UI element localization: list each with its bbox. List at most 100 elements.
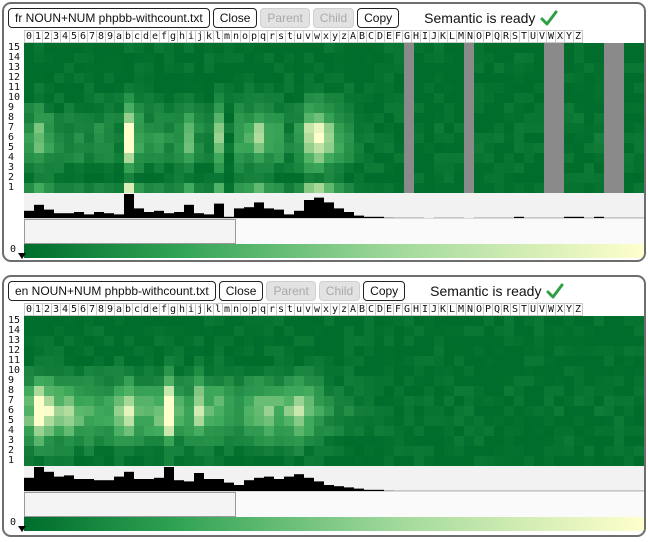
heatmap-cell[interactable] — [424, 396, 434, 406]
heatmap-cell[interactable] — [334, 113, 344, 123]
heatmap-cell[interactable] — [424, 386, 434, 396]
heatmap-cell[interactable] — [394, 133, 404, 143]
heatmap-cell[interactable] — [44, 386, 54, 396]
heatmap-cell[interactable] — [544, 396, 554, 406]
heatmap-cell[interactable] — [434, 43, 444, 53]
heatmap-cell[interactable] — [204, 63, 214, 73]
heatmap-cell[interactable] — [444, 436, 454, 446]
heatmap-cell[interactable] — [444, 173, 454, 183]
heatmap-cell[interactable] — [424, 376, 434, 386]
heatmap-cell[interactable] — [344, 113, 354, 123]
heatmap-cell[interactable] — [244, 336, 254, 346]
heatmap-cell[interactable] — [24, 326, 34, 336]
heatmap-cell[interactable] — [44, 426, 54, 436]
heatmap-cell[interactable] — [254, 63, 264, 73]
heatmap-cell[interactable] — [384, 163, 394, 173]
heatmap-cell[interactable] — [134, 173, 144, 183]
heatmap-cell[interactable] — [134, 436, 144, 446]
heatmap-cell[interactable] — [124, 93, 134, 103]
heatmap-cell[interactable] — [324, 63, 334, 73]
heatmap-cell[interactable] — [164, 326, 174, 336]
heatmap-cell[interactable] — [34, 83, 44, 93]
heatmap-cell[interactable] — [484, 416, 494, 426]
heatmap-cell[interactable] — [514, 376, 524, 386]
heatmap-cell[interactable] — [454, 376, 464, 386]
heatmap-cell[interactable] — [574, 183, 584, 193]
heatmap-cell[interactable] — [614, 416, 624, 426]
heatmap-cell[interactable] — [184, 63, 194, 73]
heatmap-cell[interactable] — [264, 183, 274, 193]
heatmap-cell[interactable] — [374, 326, 384, 336]
heatmap-cell[interactable] — [144, 113, 154, 123]
heatmap-cell[interactable] — [174, 396, 184, 406]
heatmap-cell[interactable] — [244, 73, 254, 83]
heatmap-cell[interactable] — [164, 113, 174, 123]
heatmap-cell[interactable] — [54, 446, 64, 456]
heatmap-cell[interactable] — [204, 326, 214, 336]
heatmap-cell[interactable] — [304, 153, 314, 163]
heatmap-cell[interactable] — [404, 446, 414, 456]
heatmap-cell[interactable] — [614, 346, 624, 356]
heatmap-cell[interactable] — [344, 63, 354, 73]
heatmap-cell[interactable] — [574, 153, 584, 163]
heatmap-cell[interactable] — [24, 83, 34, 93]
heatmap-cell[interactable] — [174, 326, 184, 336]
heatmap-cell[interactable] — [544, 103, 554, 113]
heatmap-cell[interactable] — [314, 386, 324, 396]
heatmap-cell[interactable] — [124, 123, 134, 133]
heatmap-cell[interactable] — [164, 153, 174, 163]
heatmap-cell[interactable] — [184, 386, 194, 396]
heatmap-cell[interactable] — [414, 366, 424, 376]
heatmap-cell[interactable] — [364, 173, 374, 183]
heatmap-cell[interactable] — [364, 416, 374, 426]
heatmap-cell[interactable] — [74, 386, 84, 396]
heatmap-cell[interactable] — [134, 183, 144, 193]
heatmap-cell[interactable] — [564, 113, 574, 123]
heatmap-cell[interactable] — [454, 426, 464, 436]
heatmap-cell[interactable] — [244, 366, 254, 376]
heatmap-cell[interactable] — [194, 446, 204, 456]
heatmap-cell[interactable] — [344, 386, 354, 396]
heatmap-cell[interactable] — [554, 123, 564, 133]
heatmap-cell[interactable] — [324, 43, 334, 53]
heatmap-cell[interactable] — [204, 133, 214, 143]
heatmap-cell[interactable] — [164, 53, 174, 63]
heatmap-cell[interactable] — [464, 386, 474, 396]
heatmap-cell[interactable] — [344, 456, 354, 466]
heatmap-cell[interactable] — [224, 456, 234, 466]
heatmap-cell[interactable] — [284, 53, 294, 63]
heatmap-cell[interactable] — [394, 143, 404, 153]
heatmap-cell[interactable] — [294, 416, 304, 426]
heatmap-cell[interactable] — [594, 83, 604, 93]
heatmap-cell[interactable] — [544, 173, 554, 183]
heatmap-cell[interactable] — [194, 123, 204, 133]
heatmap-cell[interactable] — [514, 386, 524, 396]
heatmap-cell[interactable] — [604, 163, 614, 173]
heatmap-cell[interactable] — [414, 326, 424, 336]
heatmap-cell[interactable] — [614, 113, 624, 123]
heatmap-cell[interactable] — [64, 183, 74, 193]
heatmap-cell[interactable] — [394, 416, 404, 426]
heatmap-cell[interactable] — [604, 356, 614, 366]
heatmap-cell[interactable] — [124, 83, 134, 93]
heatmap-cell[interactable] — [634, 63, 644, 73]
heatmap-cell[interactable] — [174, 153, 184, 163]
heatmap-cell[interactable] — [224, 63, 234, 73]
heatmap-cell[interactable] — [84, 173, 94, 183]
heatmap-cell[interactable] — [514, 356, 524, 366]
heatmap-cell[interactable] — [284, 446, 294, 456]
heatmap-cell[interactable] — [334, 396, 344, 406]
triangle-down-icon[interactable] — [18, 253, 26, 259]
heatmap-cell[interactable] — [344, 83, 354, 93]
heatmap-cell[interactable] — [524, 376, 534, 386]
heatmap-cell[interactable] — [274, 446, 284, 456]
heatmap-cell[interactable] — [284, 73, 294, 83]
heatmap-cell[interactable] — [384, 356, 394, 366]
heatmap-cell[interactable] — [24, 346, 34, 356]
heatmap-cell[interactable] — [444, 326, 454, 336]
heatmap-cell[interactable] — [54, 83, 64, 93]
heatmap-cell[interactable] — [564, 456, 574, 466]
heatmap-cell[interactable] — [404, 113, 414, 123]
heatmap-cell[interactable] — [54, 386, 64, 396]
heatmap-cell[interactable] — [24, 316, 34, 326]
